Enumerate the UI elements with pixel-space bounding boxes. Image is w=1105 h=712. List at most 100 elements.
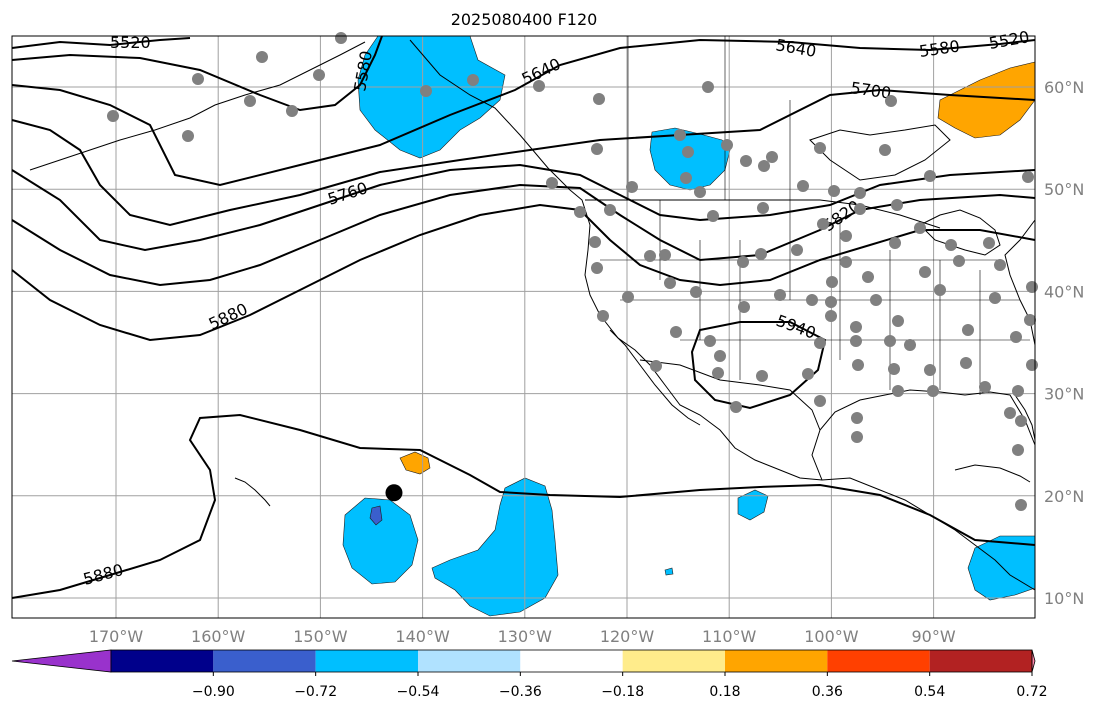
cuba (954, 464, 1031, 483)
colorbar-segment (315, 650, 418, 672)
station-marker (1012, 444, 1024, 456)
lat-tick-label: 30°N (1044, 385, 1084, 404)
lat-tick-label: 20°N (1044, 487, 1084, 506)
colorbar-segment (622, 650, 726, 672)
station-marker (962, 324, 974, 336)
alaska-coast (29, 41, 366, 171)
lon-tick-label: 140°W (395, 627, 450, 646)
station-marker (644, 250, 656, 262)
lon-tick-label: 130°W (498, 627, 553, 646)
colorbar-segment (827, 650, 930, 672)
station-marker (826, 276, 838, 288)
station-marker (960, 357, 972, 369)
station-markers (107, 32, 1038, 511)
station-marker (1024, 314, 1036, 326)
longitude-axis: 170°W 160°W 150°W 140°W 130°W 120°W 110°W 100°W… (89, 627, 956, 646)
station-marker (1026, 281, 1038, 293)
station-marker (593, 93, 605, 105)
station-marker (712, 367, 724, 379)
anomaly-negative-pacific-deep (369, 505, 383, 526)
colorbar-label: 0.36 (812, 684, 843, 700)
station-marker (953, 255, 965, 267)
lon-tick-label: 150°W (293, 627, 348, 646)
station-marker (721, 139, 733, 151)
station-marker (994, 259, 1006, 271)
lat-tick-label: 40°N (1044, 282, 1084, 301)
colorbar-label: −0.18 (601, 684, 644, 700)
station-marker (828, 185, 840, 197)
contour-5880-south (11, 413, 1036, 599)
station-marker (604, 204, 616, 216)
station-marker (791, 244, 803, 256)
station-marker (919, 266, 931, 278)
station-marker (852, 359, 864, 371)
lon-tick-label: 110°W (702, 627, 757, 646)
hudson-bay (809, 124, 951, 181)
station-marker (664, 277, 676, 289)
station-marker (682, 146, 694, 158)
lon-tick-label: 90°W (912, 627, 956, 646)
station-marker (670, 326, 682, 338)
colorbar-label: −0.54 (397, 684, 440, 700)
station-marker (1015, 499, 1027, 511)
station-marker (107, 110, 119, 122)
station-marker (879, 144, 891, 156)
station-marker (825, 296, 837, 308)
station-marker (934, 284, 946, 296)
station-marker (589, 236, 601, 248)
colorbar-label: 0.54 (914, 684, 945, 700)
station-marker (626, 181, 638, 193)
station-marker (467, 74, 479, 86)
station-marker (714, 350, 726, 362)
station-marker (979, 381, 991, 393)
anomaly-shading (342, 35, 1036, 617)
contour-5880-north (11, 203, 1036, 342)
station-marker (192, 73, 204, 85)
station-marker (851, 412, 863, 424)
station-marker (755, 248, 767, 260)
colorbar-label: −0.90 (192, 684, 235, 700)
station-marker (814, 337, 826, 349)
station-marker (927, 385, 939, 397)
station-marker (914, 222, 926, 234)
station-marker (840, 256, 852, 268)
colorbar-label: 0.18 (709, 684, 740, 700)
station-marker (182, 130, 194, 142)
lat-tick-label: 10°N (1044, 589, 1084, 608)
anomaly-negative-small (664, 567, 674, 576)
gridlines (12, 36, 1035, 618)
station-marker (286, 105, 298, 117)
station-marker (854, 187, 866, 199)
colorbar-segment (929, 650, 1033, 672)
station-marker (1026, 359, 1038, 371)
station-marker (420, 85, 432, 97)
station-marker (740, 155, 752, 167)
station-marker (870, 294, 882, 306)
map-title: 2025080400 F120 (450, 10, 598, 29)
station-marker (659, 249, 671, 261)
colorbar-segment (213, 650, 316, 672)
colorbar-extend-min (11, 649, 112, 673)
lon-tick-label: 160°W (191, 627, 246, 646)
station-marker (244, 95, 256, 107)
station-marker (854, 203, 866, 215)
station-marker (546, 177, 558, 189)
station-marker (256, 51, 268, 63)
station-marker (892, 385, 904, 397)
station-marker (814, 142, 826, 154)
station-marker (694, 186, 706, 198)
colorbar-segment (110, 650, 214, 672)
station-marker (850, 335, 862, 347)
station-marker (889, 237, 901, 249)
station-marker (690, 286, 702, 298)
station-marker (840, 230, 852, 242)
station-marker (1015, 415, 1027, 427)
map-area: 5520 5580 5640 5700 5760 5820 5880 5940 … (11, 27, 1038, 619)
contour-label: 5520 (110, 33, 151, 52)
lat-tick-label: 50°N (1044, 180, 1084, 199)
colorbar-segment (417, 650, 521, 672)
station-marker (680, 172, 692, 184)
station-marker (774, 289, 786, 301)
station-marker (945, 239, 957, 251)
station-marker (817, 218, 829, 230)
